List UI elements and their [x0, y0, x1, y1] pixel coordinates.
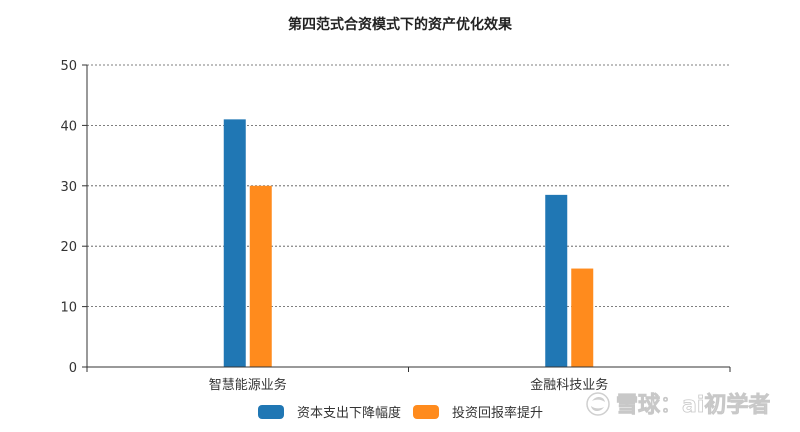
watermark-text: 雪球：ai初学者: [616, 392, 770, 418]
legend-label: 投资回报率提升: [452, 405, 543, 421]
bar: [571, 268, 594, 367]
x-axis: 智慧能源业务 金融科技业务: [86, 366, 731, 393]
y-tick-label: 20: [60, 240, 77, 255]
legend-swatch: [413, 405, 439, 419]
y-tick-label: 50: [60, 59, 77, 74]
grid-lines: [87, 64, 730, 308]
x-tick-label: 智慧能源业务: [209, 377, 287, 393]
legend-label: 资本支出下降幅度: [297, 405, 401, 421]
chart-title: 第四范式合资模式下的资产优化效果: [288, 16, 513, 33]
y-tick-label: 40: [60, 119, 77, 134]
legend-swatch: [258, 405, 284, 419]
y-axis: 0 10 20 30 40 50: [60, 59, 88, 376]
snowball-logo-icon: [586, 392, 610, 416]
watermark: 雪球：ai初学者: [586, 392, 771, 418]
bars: [223, 119, 594, 367]
legend: 资本支出下降幅度 投资回报率提升: [258, 405, 543, 421]
x-tick-label: 金融科技业务: [530, 377, 608, 393]
bar: [249, 185, 272, 367]
y-tick-label: 0: [69, 361, 77, 376]
bar: [223, 119, 246, 367]
bar: [545, 194, 568, 367]
y-tick-label: 30: [60, 180, 77, 195]
y-tick-label: 10: [60, 301, 77, 316]
